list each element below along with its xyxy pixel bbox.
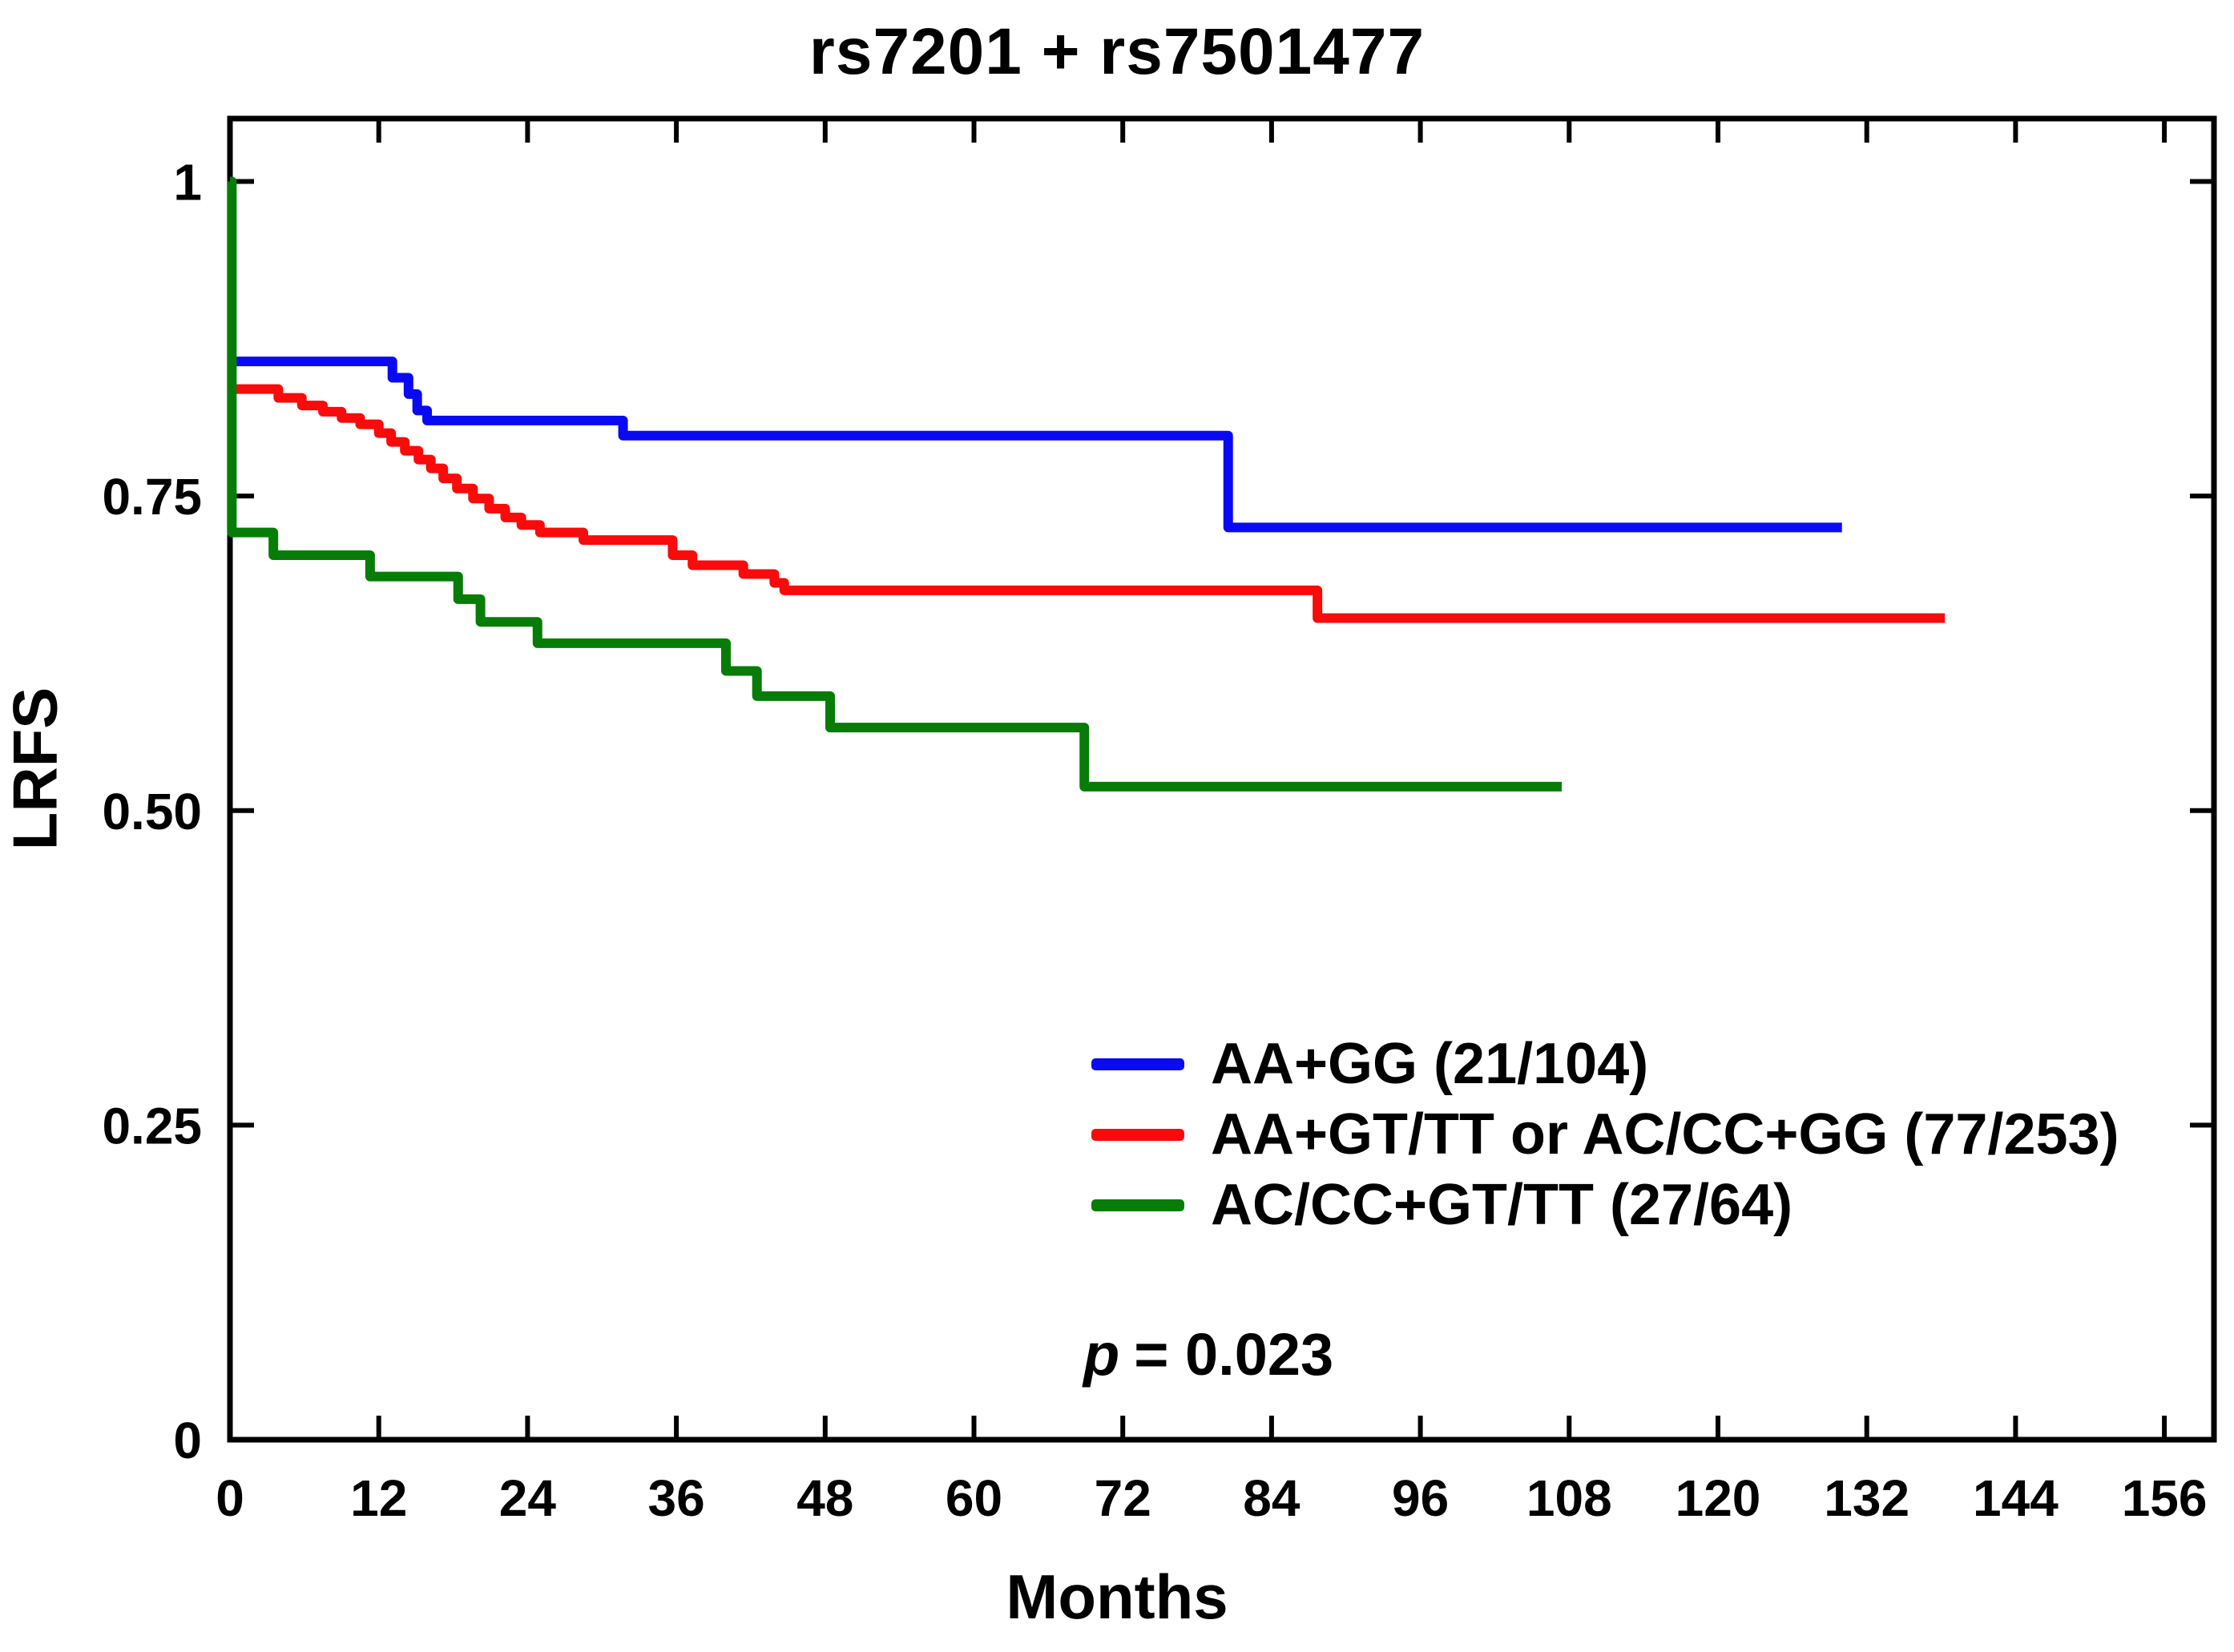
y-tick-label-0.50: 0.50 [102,783,202,840]
legend-swatch-0 [1091,1058,1184,1070]
x-tick-label-84: 84 [1243,1469,1300,1527]
x-tick-label-36: 36 [648,1469,705,1527]
x-tick-label-60: 60 [946,1469,1002,1527]
chart-title: rs7201 + rs7501477 [809,15,1425,88]
p-value-symbol: p [1083,1321,1120,1388]
x-tick-label-72: 72 [1095,1469,1151,1527]
legend-item-0: AA+GG (21/104) [1091,1029,2119,1099]
series-curve-2 [227,176,1563,792]
x-tick-label-48: 48 [796,1469,853,1527]
series-curve-0 [230,357,1842,533]
y-tick-label-0.25: 0.25 [102,1097,202,1154]
x-tick-label-12: 12 [350,1469,407,1527]
x-tick-label-24: 24 [499,1469,557,1527]
x-tick-label-96: 96 [1392,1469,1449,1527]
x-tick-label-108: 108 [1526,1469,1612,1527]
x-tick-label-132: 132 [1824,1469,1909,1527]
legend-item-1: AA+GT/TT or AC/CC+GG (77/253) [1091,1099,2119,1170]
x-tick-label-156: 156 [2122,1469,2208,1527]
p-value-annotation: p = 0.023 [1083,1320,1333,1388]
p-value-text: = 0.023 [1134,1321,1334,1388]
plot-frame [227,115,2217,1443]
series-curve-1 [230,384,1946,623]
y-tick-label-0.75: 0.75 [102,468,202,526]
legend-label-2: AC/CC+GT/TT (27/64) [1211,1173,1793,1237]
legend-label-0: AA+GG (21/104) [1211,1032,1649,1096]
x-tick-label-144: 144 [1973,1469,2059,1527]
legend: AA+GG (21/104) AA+GT/TT or AC/CC+GG (77/2… [1091,1029,2119,1240]
legend-swatch-1 [1091,1128,1184,1141]
y-tick-label-0: 0 [173,1412,202,1469]
y-tick-label-1: 1 [173,154,202,212]
legend-label-1: AA+GT/TT or AC/CC+GG (77/253) [1211,1102,2119,1166]
x-axis-label: Months [1006,1561,1228,1632]
x-tick-label-0: 0 [216,1469,244,1527]
legend-swatch-2 [1091,1199,1184,1211]
legend-item-2: AC/CC+GT/TT (27/64) [1091,1170,2119,1240]
x-tick-label-120: 120 [1676,1469,1761,1527]
